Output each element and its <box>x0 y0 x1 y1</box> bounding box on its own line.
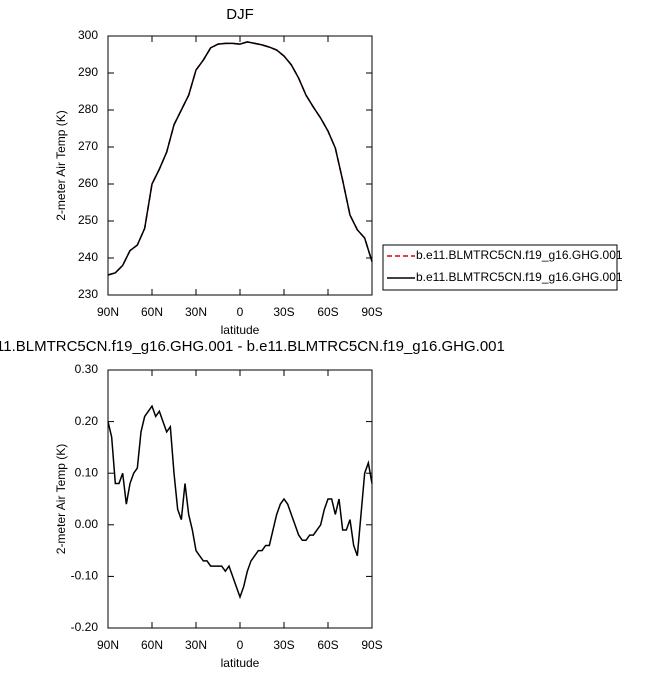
y-tick-label: 0.30 <box>75 362 99 376</box>
x-tick-label: 0 <box>237 638 244 652</box>
x-tick-label: 60N <box>141 638 163 652</box>
y-tick-label: 280 <box>78 102 98 116</box>
y-tick-label: -0.10 <box>71 569 99 583</box>
y-tick-label: 240 <box>78 250 98 264</box>
x-tick-label: 60N <box>141 305 163 319</box>
y-axis-label: 2-meter Air Temp (K) <box>54 444 68 554</box>
y-tick-label: -0.20 <box>71 620 99 634</box>
plot-frame <box>107 35 373 296</box>
x-tick-label: 90N <box>97 638 119 652</box>
plot-frame <box>107 369 373 629</box>
y-tick-label: 250 <box>78 213 98 227</box>
x-tick-label: 90S <box>361 638 382 652</box>
x-tick-label: 90N <box>97 305 119 319</box>
x-axis-label: latitude <box>221 323 260 337</box>
x-tick-label: 30N <box>185 638 207 652</box>
legend-label: b.e11.BLMTRC5CN.f19_g16.GHG.001 <box>416 270 623 284</box>
x-tick-label: 60S <box>317 638 338 652</box>
legend-box <box>382 244 618 291</box>
y-tick-label: 0.00 <box>75 517 99 531</box>
data-line <box>107 41 373 276</box>
y-tick-label: 0.10 <box>75 465 99 479</box>
data-line <box>107 41 373 276</box>
x-tick-label: 30N <box>185 305 207 319</box>
y-axis-label: 2-meter Air Temp (K) <box>54 110 68 220</box>
x-tick-label: 30S <box>273 305 294 319</box>
y-tick-label: 300 <box>78 28 98 42</box>
x-tick-label: 90S <box>361 305 382 319</box>
x-tick-label: 0 <box>237 305 244 319</box>
y-tick-label: 260 <box>78 176 98 190</box>
chart-title: DJF <box>226 6 254 23</box>
x-axis-label: latitude <box>221 656 260 670</box>
y-tick-label: 230 <box>78 287 98 301</box>
y-tick-label: 290 <box>78 65 98 79</box>
data-line <box>107 404 373 600</box>
y-tick-label: 0.20 <box>75 414 99 428</box>
legend-label: b.e11.BLMTRC5CN.f19_g16.GHG.001 <box>416 248 623 262</box>
y-tick-label: 270 <box>78 139 98 153</box>
x-tick-label: 30S <box>273 638 294 652</box>
x-tick-label: 60S <box>317 305 338 319</box>
chart-title: b.e11.BLMTRC5CN.f19_g16.GHG.001 - b.e11.… <box>0 338 505 355</box>
